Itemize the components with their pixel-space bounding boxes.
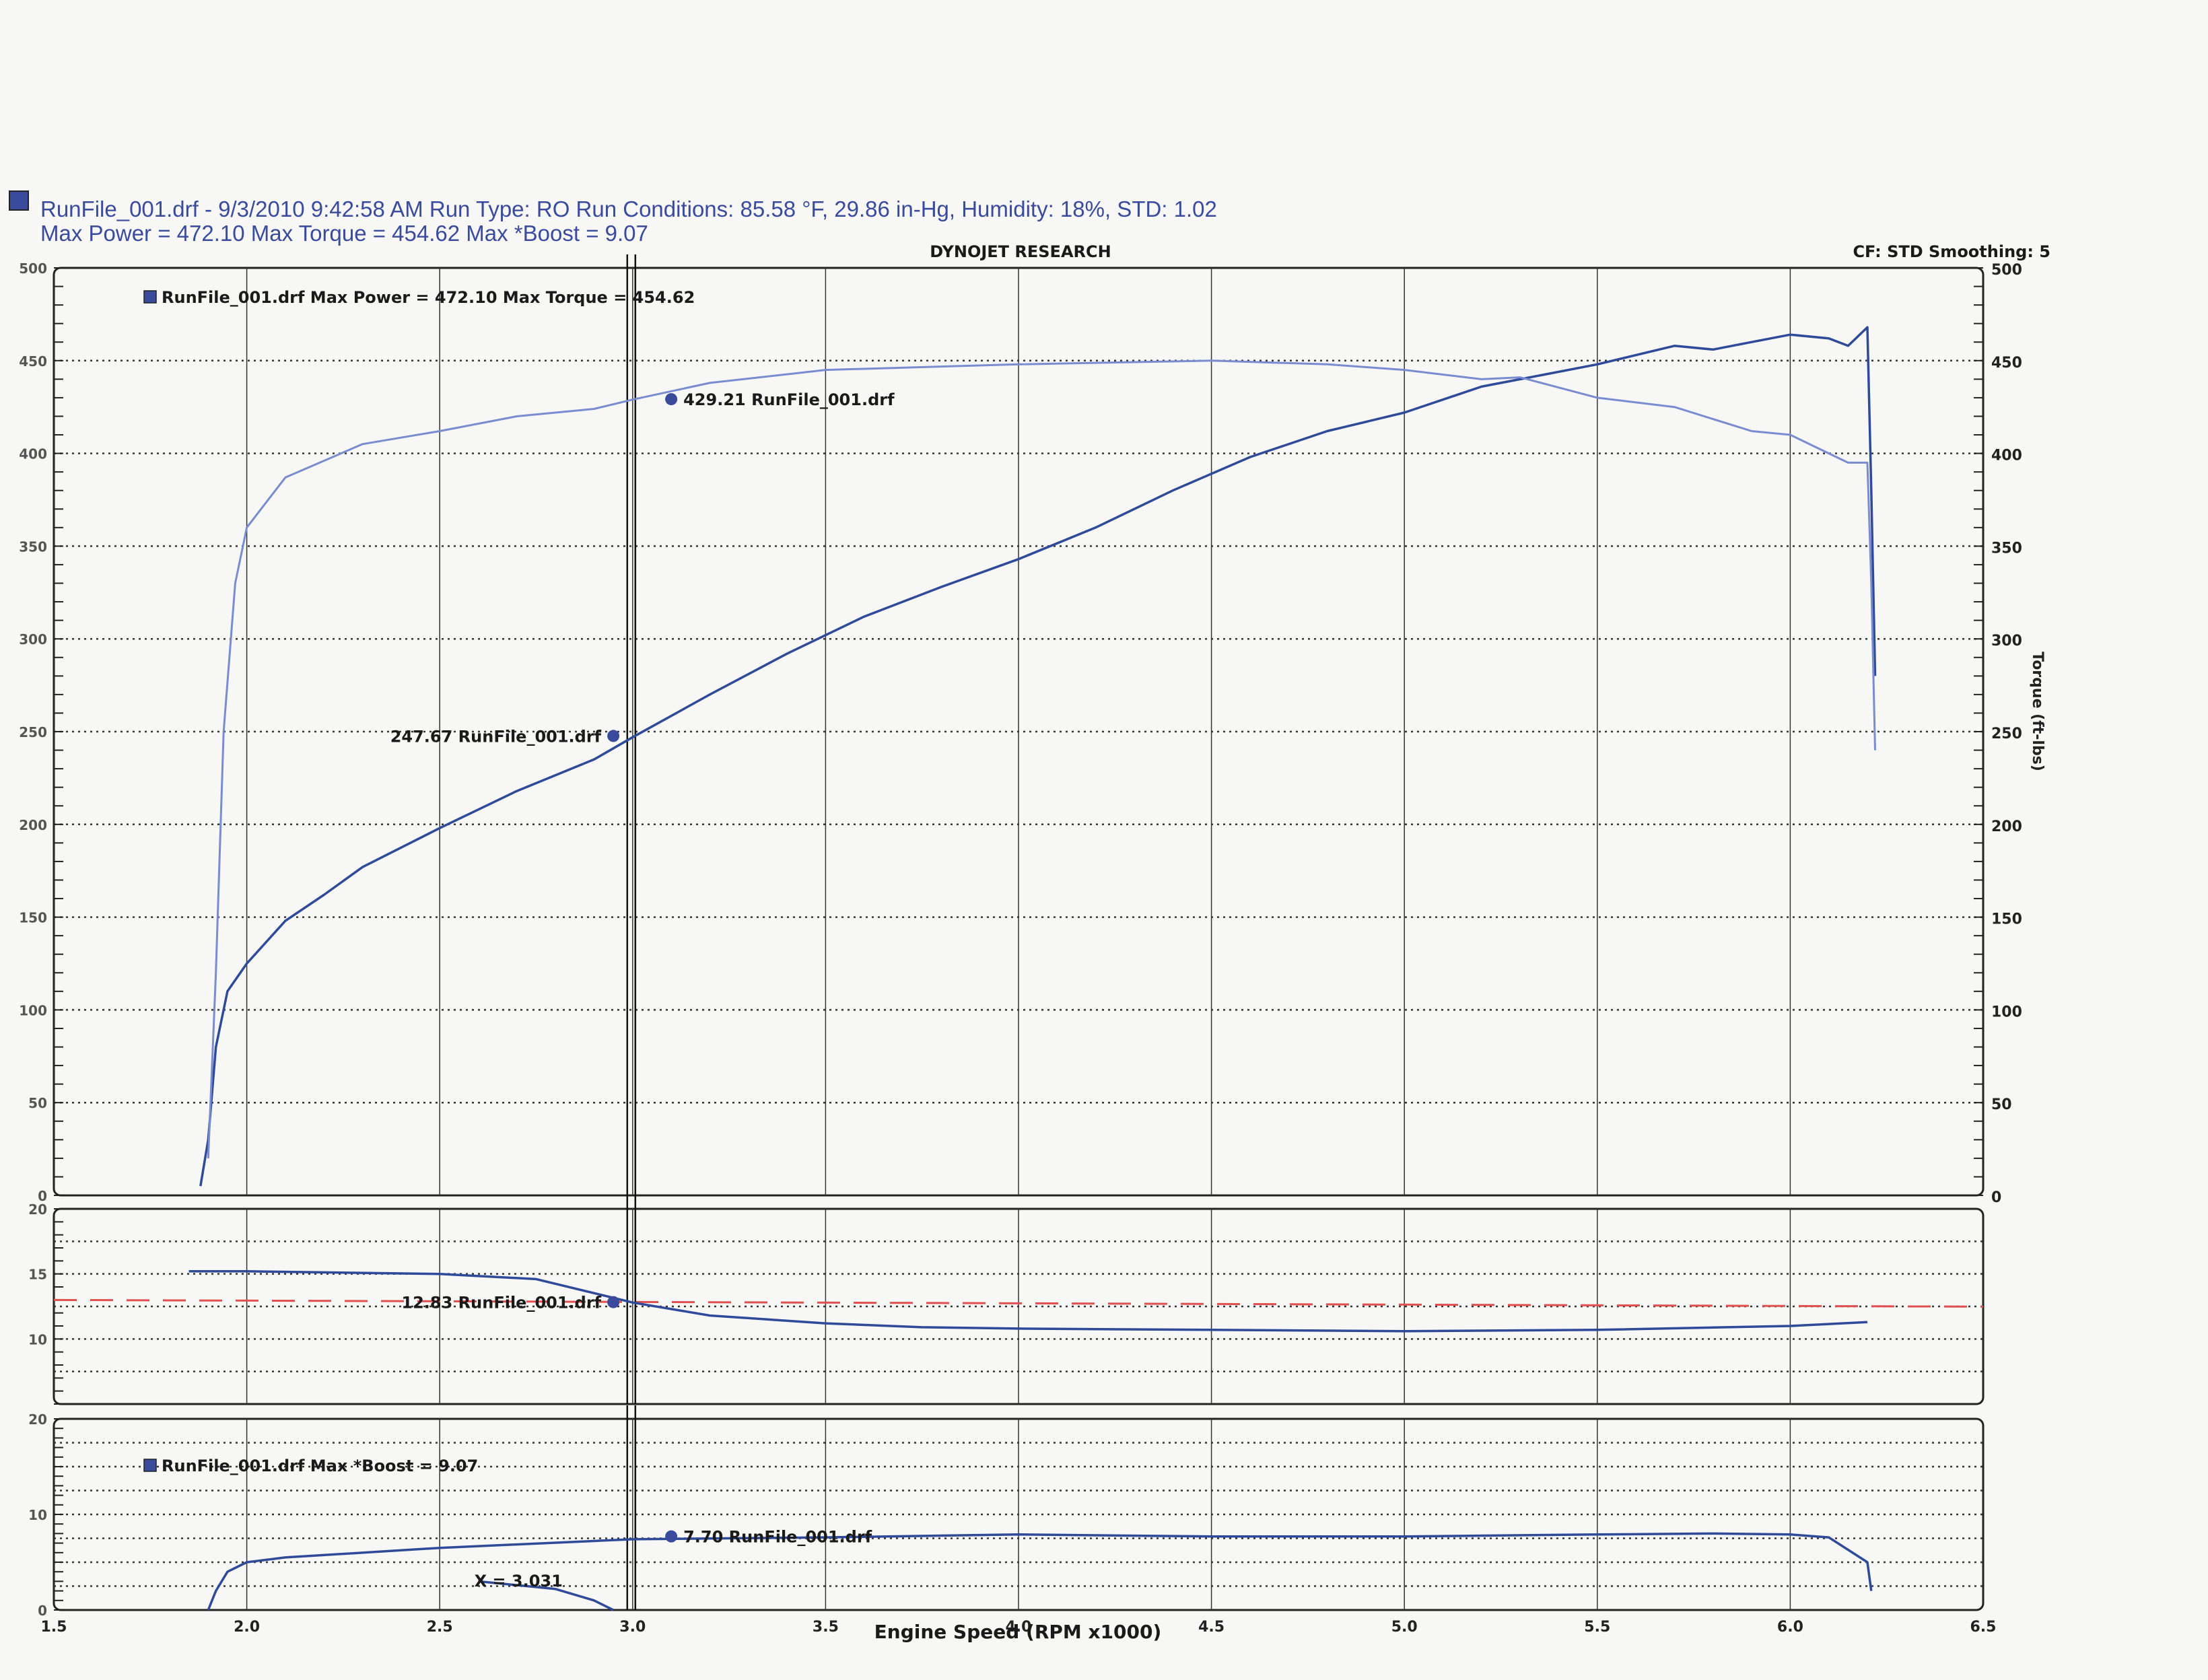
y-tick-label: 50: [28, 1095, 47, 1111]
x-tick-label: 3.5: [813, 1619, 839, 1636]
annotation-marker: [607, 1296, 620, 1308]
x-tick-label: 5.0: [1391, 1619, 1418, 1636]
series-line-power: [199, 326, 1877, 1187]
legend-swatch: [143, 290, 157, 304]
y-right-axis-title: Torque (ft-lbs): [2029, 652, 2046, 771]
y-right-tick-label: 200: [1991, 818, 2022, 835]
x-axis-title: Engine Speed (RPM x1000): [874, 1621, 1162, 1643]
y-right-tick-label: 50: [1991, 1096, 2012, 1113]
y-tick-label: 150: [19, 910, 47, 926]
y-right-tick-label: 350: [1991, 540, 2022, 557]
y-tick-label: 0: [38, 1188, 47, 1204]
y-right-tick-label: 250: [1991, 726, 2022, 742]
annotation-label: 12.83 RunFile_001.drf: [401, 1294, 601, 1312]
annotation-label: 247.67 RunFile_001.drf: [390, 727, 602, 746]
y-tick-label: 0: [38, 1603, 47, 1619]
annotation-label: X = 3.031: [475, 1572, 563, 1590]
header: RunFile_001.drf - 9/3/2010 9:42:58 AM Ru…: [9, 190, 2050, 261]
series-line-afr: [188, 1270, 1868, 1333]
series-line-boost-low: [478, 1580, 614, 1611]
y-tick-label: 200: [19, 817, 47, 833]
run-color-swatch: [9, 190, 29, 211]
x-tick-label: 2.0: [234, 1619, 260, 1636]
brand-title: DYNOJET RESEARCH: [930, 242, 1111, 261]
x-tick-label: 5.5: [1584, 1619, 1610, 1636]
boost-panel: 0 10 20 7.70 RunFile_001.drf X = 3.031 RunFil…: [28, 1405, 1996, 1643]
y-tick-label: 20: [28, 1411, 47, 1428]
y-tick-label: 100: [19, 1002, 47, 1018]
x-tick-label: 6.5: [1970, 1619, 1997, 1636]
cf-smoothing: CF: STD Smoothing: 5: [1853, 242, 2050, 261]
header-line-2: Max Power = 472.10 Max Torque = 454.62 M…: [40, 221, 648, 246]
y-right-tick-label: 450: [1991, 355, 2022, 372]
y-right-tick-label: 400: [1991, 448, 2022, 464]
y-tick-label: 10: [28, 1331, 47, 1348]
y-tick-label: 400: [19, 446, 47, 462]
y-right-tick-label: 150: [1991, 911, 2022, 928]
annotation-marker: [665, 1530, 678, 1543]
x-tick-label: 4.5: [1198, 1619, 1224, 1636]
y-right-tick-label: 500: [1991, 262, 2022, 279]
y-right-tick-label: 0: [1991, 1189, 2001, 1206]
x-tick-label: 1.5: [41, 1619, 67, 1636]
annotation-marker: [607, 730, 620, 742]
x-tick-label: 2.5: [427, 1619, 453, 1636]
y-right-tick-label: 300: [1991, 633, 2022, 650]
y-tick-label: 10: [28, 1507, 47, 1523]
y-tick-label: 15: [28, 1267, 47, 1283]
legend-text: RunFile_001.drf Max Power = 472.10 Max T…: [162, 288, 695, 307]
y-tick-label: 300: [19, 631, 47, 648]
power-torque-panel: 0 50 100 150 200 250 300 350 400 450 500 0 50 100 150 2…: [19, 254, 2046, 1206]
series-line-boost: [207, 1532, 1873, 1611]
afr-target-line: [53, 1298, 1984, 1308]
y-tick-label: 20: [28, 1201, 47, 1218]
y-tick-label: 250: [19, 724, 47, 740]
y-tick-label: 500: [19, 260, 47, 277]
afr-panel: 10 15 20 12.83 RunFile_001.drf: [28, 1195, 1985, 1405]
series-line-torque: [207, 359, 1876, 1158]
annotation-marker: [665, 393, 678, 406]
y-tick-label: 350: [19, 538, 47, 555]
y-tick-label: 450: [19, 353, 47, 370]
x-tick-label: 6.0: [1777, 1619, 1803, 1636]
x-tick-label: 4.0: [1006, 1619, 1032, 1636]
legend-swatch: [143, 1459, 157, 1472]
x-tick-label: 3.0: [619, 1619, 646, 1636]
annotation-label: 429.21 RunFile_001.drf: [683, 390, 895, 409]
header-line-1: RunFile_001.drf - 9/3/2010 9:42:58 AM Ru…: [40, 197, 1217, 221]
legend-text: RunFile_001.drf Max *Boost = 9.07: [162, 1457, 478, 1475]
annotation-label: 7.70 RunFile_001.drf: [683, 1528, 872, 1547]
y-right-tick-label: 100: [1991, 1004, 2022, 1020]
